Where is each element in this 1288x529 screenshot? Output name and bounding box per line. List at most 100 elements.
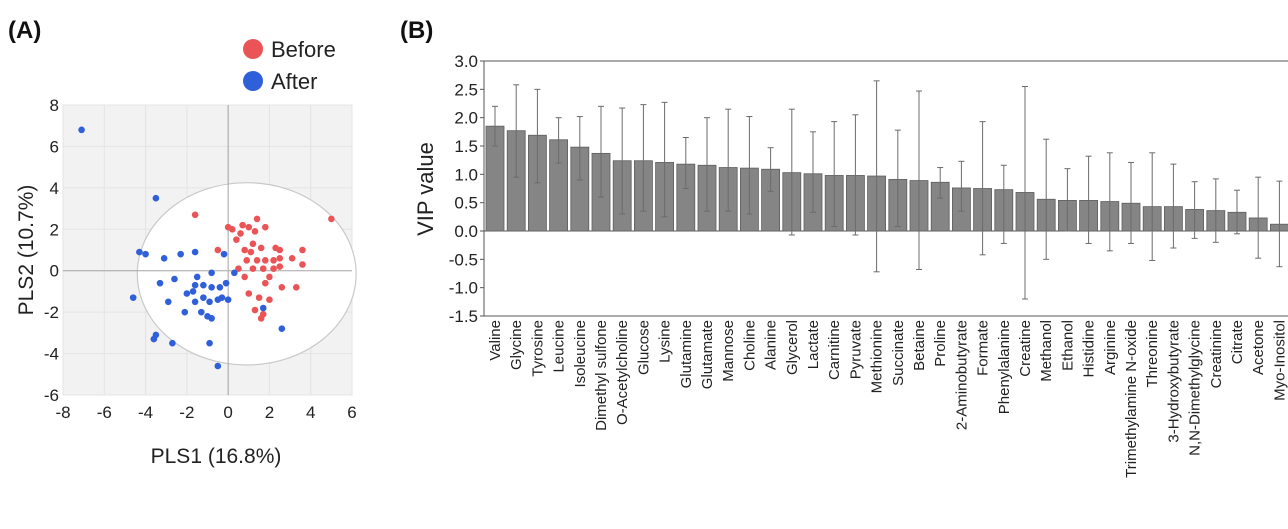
bar-category-label: Succinate bbox=[890, 320, 907, 386]
after-point bbox=[208, 269, 215, 277]
after-point bbox=[218, 294, 226, 301]
bar-category-label: Glutamate bbox=[699, 320, 716, 389]
bar-category-label: Myo-Inositol bbox=[1271, 320, 1288, 401]
after-point bbox=[160, 254, 168, 262]
before-point bbox=[247, 248, 255, 256]
before-point bbox=[257, 244, 265, 252]
scatter-x-tick-label: 6 bbox=[347, 403, 356, 422]
after-point bbox=[214, 362, 222, 370]
bar-category-label: Arginine bbox=[1102, 320, 1119, 375]
after-point bbox=[189, 288, 197, 295]
bar-category-label: Betaine bbox=[911, 320, 928, 371]
bar-y-tick-label: -0.5 bbox=[449, 250, 478, 269]
scatter-x-tick-label: 0 bbox=[223, 403, 232, 422]
bar-category-label: Carnitine bbox=[826, 320, 843, 380]
after-point bbox=[206, 298, 213, 306]
after-point bbox=[200, 294, 207, 301]
panel-a-label: (A) bbox=[8, 17, 41, 44]
bar-category-label: Citrate bbox=[1229, 320, 1246, 364]
after-point bbox=[156, 279, 164, 287]
after-point bbox=[206, 339, 213, 347]
panel-b-label: (B) bbox=[400, 17, 433, 44]
bar-category-label: Glycine bbox=[508, 320, 525, 370]
after-point bbox=[278, 325, 286, 333]
bar-category-label: Tyrosine bbox=[529, 320, 546, 377]
before-point bbox=[262, 223, 269, 231]
before-point bbox=[276, 246, 284, 254]
after-point bbox=[216, 283, 224, 291]
before-point bbox=[251, 228, 259, 235]
before-point bbox=[266, 273, 273, 281]
after-point bbox=[231, 269, 238, 277]
bar-category-label: Histidine bbox=[1081, 320, 1098, 378]
bar-category-label: N,N-Dimethylglycine bbox=[1187, 320, 1204, 456]
after-point bbox=[191, 281, 199, 289]
after-point bbox=[164, 298, 172, 306]
before-point bbox=[262, 279, 269, 287]
bar-category-label: Choline bbox=[741, 320, 758, 371]
scatter-y-tick-label: 6 bbox=[50, 137, 59, 156]
scatter-points bbox=[78, 126, 335, 370]
bar-category-label: Lysine bbox=[657, 320, 674, 363]
after-point bbox=[200, 281, 207, 289]
after-point bbox=[198, 308, 205, 316]
after-point bbox=[191, 298, 199, 306]
before-point bbox=[239, 221, 246, 229]
before-point bbox=[237, 230, 244, 237]
after-point bbox=[78, 126, 85, 134]
after-point bbox=[136, 248, 143, 256]
scatter-y-tick-label: 8 bbox=[50, 96, 59, 115]
scatter-y-tick-label: -6 bbox=[44, 386, 59, 405]
bar-category-label: O-Acetylcholine bbox=[614, 320, 631, 425]
before-point bbox=[328, 215, 335, 223]
bar-category-label: Creatine bbox=[1017, 320, 1034, 377]
before-point bbox=[276, 263, 284, 270]
after-point bbox=[129, 294, 137, 301]
scatter-y-tick-label: 4 bbox=[50, 179, 59, 198]
bar-y-tick-label: 3.0 bbox=[454, 52, 478, 71]
legend-before-label: Before bbox=[271, 37, 336, 62]
bar-category-label: Leucine bbox=[551, 320, 568, 373]
scatter-x-tick-label: -4 bbox=[138, 403, 153, 422]
legend-after-label: After bbox=[271, 69, 317, 94]
before-point bbox=[233, 236, 240, 243]
before-point bbox=[288, 254, 296, 262]
scatter-x-tick-label: 4 bbox=[306, 403, 315, 422]
bar-y-tick-label: 2.0 bbox=[454, 109, 478, 128]
before-point bbox=[299, 246, 306, 254]
before-point bbox=[259, 265, 267, 272]
after-point bbox=[183, 290, 191, 297]
scatter-x-tick-label: -2 bbox=[179, 403, 194, 422]
bar-category-label: Ethanol bbox=[1059, 320, 1076, 371]
bar-category-label: Glycerol bbox=[784, 320, 801, 375]
scatter-x-ticks: -8 -6 -4 -2 0 2 4 6 bbox=[55, 403, 356, 422]
bar-y-tick-label: 2.5 bbox=[454, 80, 478, 99]
bar-category-label: Phenylalanine bbox=[996, 320, 1013, 414]
bar-category-label: Dimethyl sulfone bbox=[593, 320, 610, 431]
legend-before-marker bbox=[243, 39, 263, 59]
before-point bbox=[257, 315, 265, 322]
bar-series bbox=[485, 125, 1288, 232]
scatter-y-axis-title: PLS2 (10.7%) bbox=[15, 185, 38, 316]
scatter-x-tick-label: -6 bbox=[97, 403, 112, 422]
legend-after-marker bbox=[243, 71, 263, 91]
bar-y-axis-title: VIP value bbox=[413, 142, 438, 236]
before-point bbox=[255, 294, 263, 301]
bar-category-label: Glucose bbox=[635, 320, 652, 375]
bar-category-label: Creatinine bbox=[1208, 320, 1225, 388]
before-point bbox=[245, 290, 253, 297]
after-point bbox=[222, 279, 230, 287]
after-point bbox=[150, 335, 158, 343]
bar-category-label: Proline bbox=[932, 320, 949, 367]
legend: Before After bbox=[243, 37, 336, 94]
before-point bbox=[191, 211, 199, 219]
before-point bbox=[251, 306, 259, 314]
before-point bbox=[249, 240, 257, 248]
scatter-x-tick-label: -8 bbox=[55, 403, 70, 422]
before-point bbox=[243, 257, 251, 264]
bar-category-label: Formate bbox=[975, 320, 992, 376]
after-point bbox=[171, 275, 178, 283]
after-point bbox=[152, 194, 160, 202]
